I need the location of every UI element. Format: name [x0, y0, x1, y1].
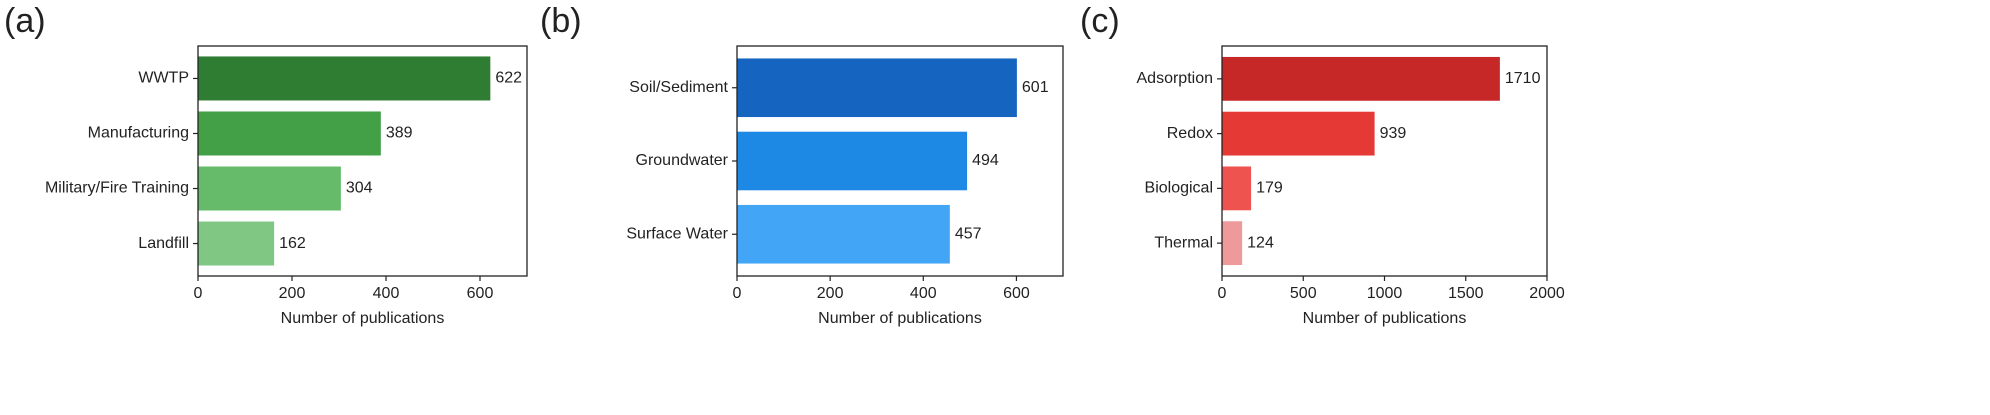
value-label: 179: [1256, 180, 1283, 197]
x-tick-label: 200: [817, 285, 844, 302]
x-tick-label: 0: [733, 285, 742, 302]
x-axis-title: Number of publications: [818, 310, 982, 327]
value-label: 389: [386, 125, 413, 142]
bar: [198, 111, 381, 156]
x-tick-label: 500: [1290, 285, 1317, 302]
category-label: Soil/Sediment: [629, 79, 728, 96]
chart-panel-0: (a) 622 WWTP 389 Manufacturing 304 Military/Fi…: [4, 2, 528, 327]
category-label: Groundwater: [636, 152, 729, 169]
bar: [198, 166, 341, 211]
category-label: Biological: [1145, 180, 1213, 197]
bar: [1222, 56, 1500, 101]
value-label: 494: [972, 152, 999, 169]
category-label: Thermal: [1154, 234, 1213, 251]
value-label: 622: [495, 70, 522, 87]
panel-label: (c): [1080, 2, 1120, 40]
x-tick-label: 600: [1003, 285, 1030, 302]
x-axis-title: Number of publications: [1303, 310, 1467, 327]
value-label: 1710: [1505, 70, 1541, 87]
value-label: 304: [346, 180, 373, 197]
x-tick-label: 200: [279, 285, 306, 302]
bar: [198, 56, 491, 101]
panel-label: (b): [540, 2, 582, 40]
x-axis-title: Number of publications: [281, 310, 445, 327]
bar: [737, 204, 950, 264]
panel-label: (a): [4, 2, 46, 40]
bar: [737, 131, 968, 191]
category-label: Manufacturing: [88, 125, 189, 142]
bar: [1222, 221, 1243, 266]
bar: [737, 58, 1017, 118]
value-label: 124: [1247, 234, 1274, 251]
x-tick-label: 600: [467, 285, 494, 302]
x-tick-label: 400: [373, 285, 400, 302]
category-label: Landfill: [138, 235, 189, 252]
category-label: Redox: [1167, 125, 1213, 142]
category-label: Military/Fire Training: [45, 180, 189, 197]
value-label: 601: [1022, 79, 1049, 96]
x-tick-label: 2000: [1529, 285, 1565, 302]
category-label: Adsorption: [1137, 70, 1214, 87]
x-tick-label: 0: [1218, 285, 1227, 302]
plot-frame: [197, 45, 528, 277]
chart-panel-1: (b) 601 Soil/Sediment 494 Groundwater 457 Surf…: [540, 2, 1064, 327]
category-label: Surface Water: [626, 225, 728, 242]
x-tick-label: 1500: [1448, 285, 1484, 302]
category-label: WWTP: [138, 70, 189, 87]
x-tick-label: 0: [194, 285, 203, 302]
value-label: 162: [279, 235, 306, 252]
x-tick-label: 1000: [1367, 285, 1403, 302]
value-label: 457: [955, 225, 982, 242]
chart-panel-2: (c) 1710 Adsorption 939 Redox 179 Biological 12…: [1080, 2, 1565, 327]
bar: [1222, 166, 1252, 211]
x-tick-label: 400: [910, 285, 937, 302]
value-label: 939: [1380, 125, 1407, 142]
bar: [1222, 111, 1375, 156]
plot-frame: [736, 45, 1064, 277]
bar: [198, 221, 275, 266]
